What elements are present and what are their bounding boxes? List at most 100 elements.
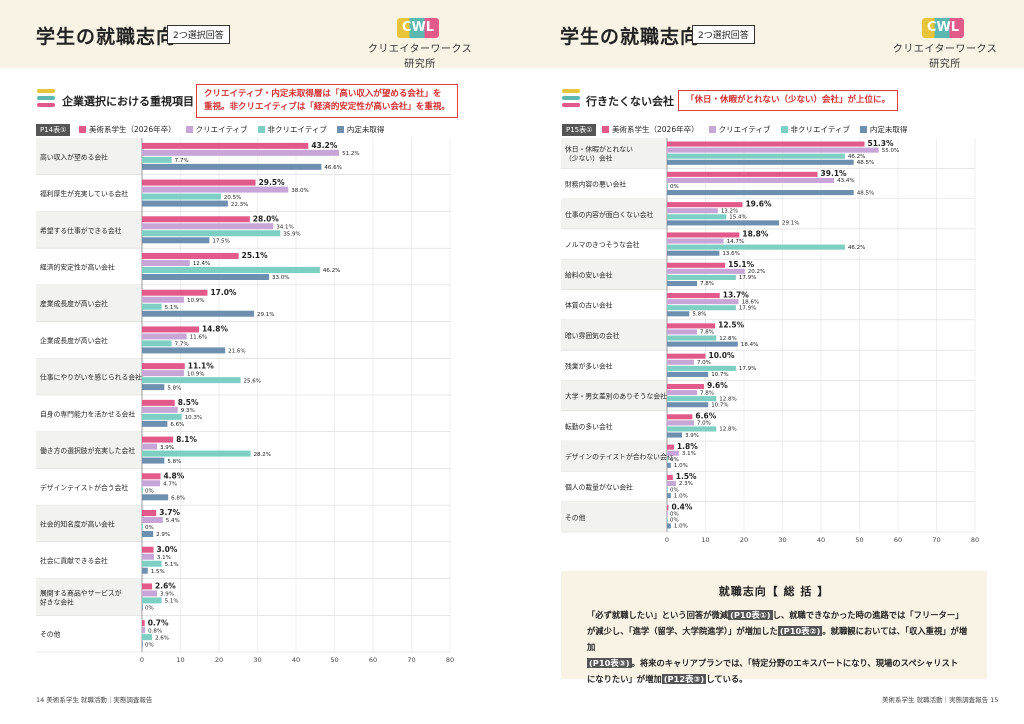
- bar: [142, 186, 289, 193]
- table-reference: (P12表③): [661, 674, 707, 684]
- bar: [667, 414, 693, 420]
- data-label: 12.4%: [193, 261, 210, 267]
- bar: [667, 523, 671, 529]
- bar: [667, 311, 690, 317]
- data-label: 0.8%: [148, 628, 162, 634]
- data-label: 3.7%: [159, 508, 180, 517]
- bar: [667, 202, 743, 208]
- data-label: 7.8%: [700, 390, 714, 396]
- bar: [667, 359, 694, 365]
- row-background: [36, 578, 142, 616]
- logo-mark: CWL: [397, 18, 439, 38]
- bar: [667, 390, 698, 396]
- legend-item: 非クリエイティブ: [257, 124, 327, 135]
- bar: [667, 159, 854, 165]
- data-label: 5.8%: [167, 459, 181, 465]
- logo-mark: CWL: [922, 18, 964, 38]
- tick-label: 10: [701, 536, 709, 544]
- data-label: 7.7%: [175, 158, 189, 164]
- legend-item: 美術系学生（2026年卒）: [602, 124, 699, 135]
- data-label: 18.4%: [741, 342, 758, 348]
- tick-label: 40: [817, 536, 825, 544]
- bar: [142, 567, 148, 574]
- bar: [142, 413, 182, 420]
- bar: [142, 597, 162, 604]
- data-label: 4.8%: [163, 471, 184, 480]
- bar: [667, 329, 698, 335]
- bar: [142, 443, 158, 450]
- summary-text: になりたい」が増加: [587, 674, 662, 684]
- tick-label: 20: [740, 536, 748, 544]
- bar: [667, 208, 718, 214]
- data-label: 28.0%: [253, 214, 280, 223]
- bar: [667, 232, 740, 238]
- data-label: 17.0%: [210, 288, 237, 297]
- data-label: 8.1%: [176, 435, 197, 444]
- data-label: 0%: [145, 525, 154, 531]
- data-label: 3.1%: [157, 555, 171, 561]
- callout-line: 「休日・休暇がとれない（少ない）会社」が上位に。: [686, 95, 891, 105]
- callout-box: 「休日・休暇がとれない（少ない）会社」が上位に。: [678, 90, 899, 111]
- data-label: 29.5%: [259, 178, 286, 187]
- bar: [142, 420, 168, 427]
- tick-label: 30: [253, 656, 261, 664]
- data-label: 25.6%: [244, 378, 261, 384]
- bar: [142, 487, 143, 494]
- category-label: 展開する商品やサービスが: [40, 588, 122, 597]
- logo-name: クリエイターワークス研究所: [892, 44, 998, 70]
- bar: [142, 363, 185, 370]
- tick-label: 70: [932, 536, 940, 544]
- data-label: 8.5%: [178, 398, 199, 407]
- data-label: 43.2%: [311, 141, 338, 150]
- tick-label: 70: [407, 656, 415, 664]
- bar: [142, 230, 281, 237]
- bar: [667, 190, 854, 196]
- bar: [667, 365, 736, 371]
- bar: [667, 153, 845, 159]
- data-label: 18.6%: [742, 299, 759, 305]
- tick-label: 60: [369, 656, 377, 664]
- data-label: 10.7%: [711, 372, 728, 378]
- bar: [142, 480, 161, 487]
- data-label: 4.7%: [163, 481, 177, 487]
- summary-text: し、就職できなかった時の進路では「フリーター」: [772, 610, 964, 620]
- category-label: その他: [565, 513, 586, 522]
- category-label: 大学・男女差別のありそうな会社: [565, 392, 667, 401]
- bar: [667, 280, 698, 287]
- category-label: ノルマのきつそうな会社: [565, 240, 640, 249]
- row-background: [36, 284, 142, 322]
- bar: [667, 420, 694, 426]
- category-label: 暗い雰囲気の会社: [565, 331, 620, 340]
- bar: [142, 237, 210, 244]
- bar: [667, 250, 720, 256]
- category-label: デザインテイストが合う会社: [40, 483, 128, 492]
- bar: [142, 310, 255, 317]
- legend-item: 内定未取得: [859, 124, 907, 135]
- data-label: 3.9%: [160, 592, 174, 598]
- table-id: P15表①: [562, 124, 597, 136]
- data-label: 7.8%: [700, 330, 714, 336]
- bar: [142, 494, 169, 501]
- callout-line: 重視。非クリエイティブは「経済的安定性が高い会社」を重視。: [204, 102, 450, 112]
- table-reference: (P10表①): [728, 610, 773, 620]
- bar: [142, 326, 199, 333]
- bar: [142, 553, 154, 560]
- data-label: 33.0%: [272, 275, 289, 281]
- data-label: 0.7%: [148, 618, 169, 627]
- bar: [142, 560, 162, 567]
- bar: [142, 163, 322, 170]
- category-label: その他: [40, 630, 61, 639]
- data-label: 15.1%: [728, 260, 755, 269]
- summary-text: 「必ず就職したい」という回答が微減: [587, 610, 729, 620]
- bar: [142, 216, 250, 223]
- category-label: 財務内容の悪い会社: [565, 179, 626, 188]
- summary-line: 「必ず就職したい」という回答が微減 (P10表①) し、就職できなかった時の進路では…: [587, 607, 971, 623]
- category-label: 給料の安い会社: [565, 270, 613, 279]
- data-label: 2.9%: [156, 532, 170, 538]
- data-label: 1.5%: [676, 472, 697, 481]
- data-label: 18.8%: [742, 230, 769, 239]
- tick-label: 30: [778, 536, 786, 544]
- bar: [142, 546, 154, 553]
- left-header: 学生の就職志向 2つ選択回答 CWL クリエイターワークス研究所: [0, 0, 512, 70]
- data-label: 20.2%: [748, 269, 765, 275]
